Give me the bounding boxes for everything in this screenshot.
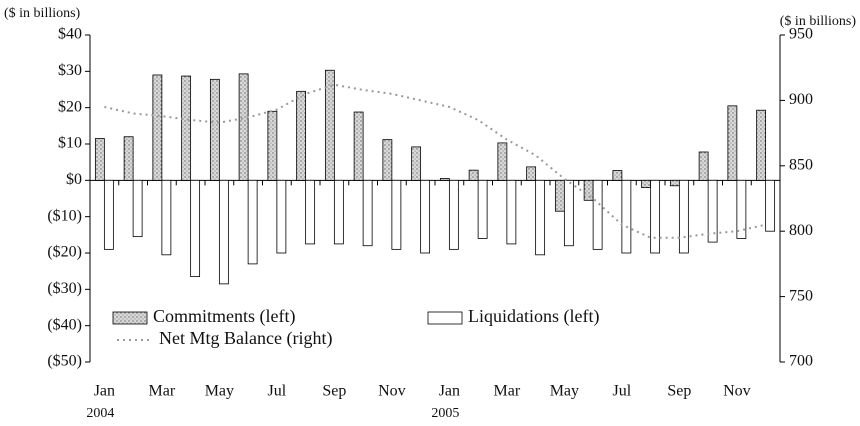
x-tick-label: Sep [322, 383, 346, 400]
legend-label: Commitments (left) [153, 306, 295, 327]
bar [391, 179, 402, 250]
y-axis-label: ($ in billions) [4, 6, 81, 21]
x-tick-label: Jul [268, 383, 287, 400]
bar [497, 142, 508, 181]
bar [477, 179, 488, 239]
bar [765, 179, 776, 232]
bar [324, 69, 335, 181]
bar [650, 179, 661, 254]
y2-tick-label: 700 [789, 353, 813, 370]
y2-tick-label: 750 [789, 287, 813, 304]
bar [333, 179, 344, 245]
bar [621, 179, 632, 254]
legend-label: Liquidations (left) [468, 306, 599, 327]
bar [554, 179, 565, 212]
bar [123, 136, 134, 181]
bar [247, 179, 258, 265]
x-tick-label: Mar [149, 383, 176, 400]
y-tick-label: ($10) [47, 207, 82, 224]
bar [238, 73, 249, 181]
y2-tick-label: 900 [789, 91, 813, 108]
bar [506, 179, 517, 245]
y-tick-label: $0 [66, 171, 82, 188]
bar [736, 179, 747, 239]
x-tick-label: May [550, 383, 579, 400]
year-label: 2005 [431, 406, 459, 421]
x-tick-label: Nov [723, 383, 751, 400]
x-tick-label: Mar [494, 383, 521, 400]
bar [382, 139, 393, 181]
x-tick-label: Nov [378, 383, 406, 400]
bar [181, 75, 192, 181]
bar [276, 179, 287, 254]
bar [267, 110, 278, 181]
y-tick-label: $40 [58, 26, 82, 43]
bar [592, 179, 603, 250]
bar [209, 78, 220, 181]
bar [583, 179, 594, 201]
bar [448, 179, 459, 250]
legend-swatch [427, 311, 463, 325]
legend-swatch [112, 311, 148, 325]
y2-tick-label: 950 [789, 26, 813, 43]
bar [353, 111, 364, 181]
bar [420, 179, 431, 254]
x-tick-label: Jan [94, 383, 115, 400]
y2-tick-label: 800 [789, 222, 813, 239]
bar [362, 179, 373, 247]
bar [439, 178, 450, 181]
bar [678, 179, 689, 254]
line [104, 83, 766, 239]
bar [707, 179, 718, 243]
bar [94, 138, 105, 181]
bar [526, 166, 537, 181]
bar [103, 179, 114, 250]
bar [641, 179, 652, 188]
y-tick-label: ($30) [47, 280, 82, 297]
x-tick-label: Jan [439, 383, 460, 400]
bar [669, 179, 680, 187]
legend-label: Net Mtg Balance (right) [159, 328, 332, 349]
y2-tick-label: 850 [789, 156, 813, 173]
bar [698, 151, 709, 181]
x-tick-label: Jul [613, 383, 632, 400]
bar [152, 74, 163, 181]
bar [305, 179, 316, 245]
bar [563, 179, 574, 247]
y-tick-label: ($40) [47, 316, 82, 333]
bar [727, 105, 738, 181]
bar [756, 109, 767, 181]
bar [161, 179, 172, 256]
bar [296, 90, 307, 181]
year-label: 2004 [86, 406, 114, 421]
y-tick-label: $20 [58, 98, 82, 115]
bar [132, 179, 143, 238]
bar [218, 179, 229, 285]
y2-axis-label: ($ in billions) [780, 14, 857, 29]
x-tick-label: May [205, 383, 234, 400]
bar [468, 169, 479, 181]
y-tick-label: ($20) [47, 244, 82, 261]
y-tick-label: $10 [58, 135, 82, 152]
bar [190, 179, 201, 278]
bar [535, 179, 546, 256]
y-tick-label: $30 [58, 62, 82, 79]
bar [612, 170, 623, 181]
y-tick-label: ($50) [47, 353, 82, 370]
x-tick-label: Sep [667, 383, 691, 400]
bar [411, 146, 422, 181]
